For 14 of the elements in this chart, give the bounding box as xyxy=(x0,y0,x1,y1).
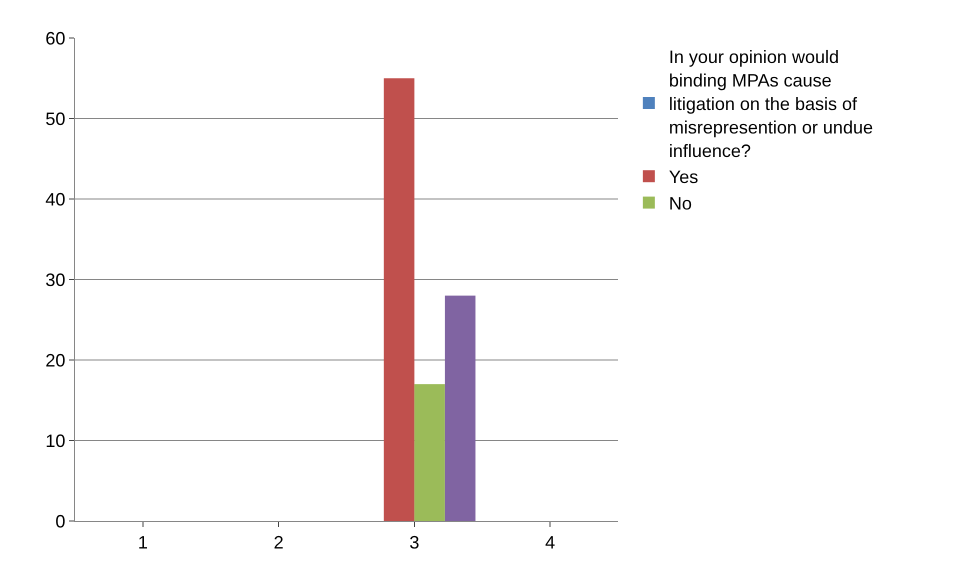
x-tick-label: 4 xyxy=(545,532,556,553)
legend-label: In your opinion would binding MPAs cause litigation on the basis of misrepresention or undue influence? xyxy=(668,47,873,161)
y-tick-label: 10 xyxy=(45,430,66,451)
x-tick-label: 3 xyxy=(409,532,420,553)
y-tick-label: 40 xyxy=(45,189,66,210)
y-tick-label: 60 xyxy=(45,28,66,48)
legend-label: Yes xyxy=(668,167,698,188)
y-tick-label: 50 xyxy=(45,108,66,129)
y-tick-label: 30 xyxy=(45,270,66,290)
y-tick-label: 0 xyxy=(55,511,66,532)
x-tick-label: 1 xyxy=(138,532,148,553)
legend-label: No xyxy=(668,194,692,214)
x-tick-label: 2 xyxy=(274,532,284,553)
y-tick-label: 20 xyxy=(45,350,66,370)
